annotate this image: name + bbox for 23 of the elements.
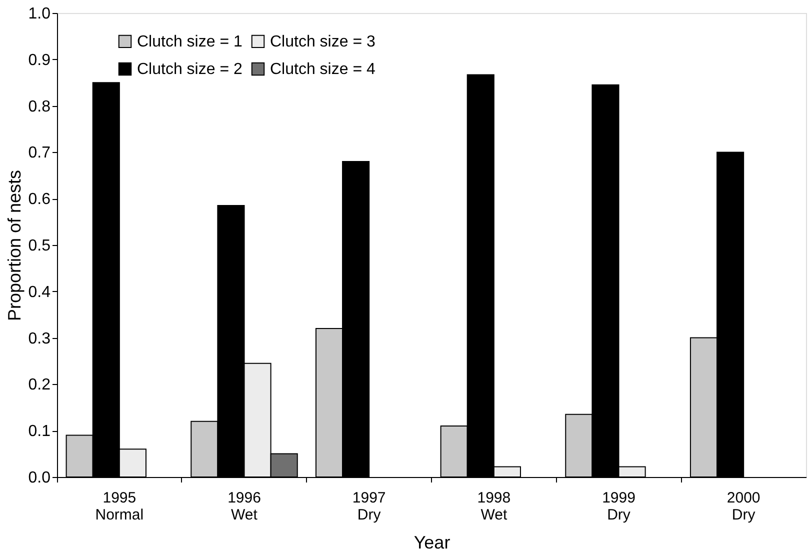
- y-tick-label: 0.2: [28, 376, 51, 394]
- y-tick-label: 0.7: [28, 144, 51, 162]
- y-tick-label: 0.8: [28, 98, 51, 116]
- y-axis-title: Proportion of nests: [4, 170, 24, 322]
- y-tick-label: 0.0: [28, 470, 51, 486]
- legend-label: Clutch size = 2: [137, 61, 242, 78]
- y-tick-label: 1.0: [28, 6, 51, 22]
- x-tick-label: 2000 Dry: [726, 490, 760, 524]
- x-axis-title: Year: [414, 532, 450, 552]
- x-tick-label: 1999 Dry: [602, 490, 636, 524]
- x-tick-label: 1997 Dry: [352, 490, 386, 524]
- x-tick-label: 1996 Wet: [228, 490, 261, 524]
- x-tick-label: 1998 Wet: [477, 490, 511, 524]
- y-tick-label: 0.5: [28, 238, 51, 254]
- legend-label: Clutch size = 4: [270, 61, 376, 78]
- legend-label: Clutch size = 3: [270, 33, 376, 50]
- y-tick-label: 0.4: [28, 284, 51, 301]
- x-tick-label: 1995 Normal: [95, 490, 144, 524]
- y-tick-label: 0.6: [28, 191, 51, 208]
- legend-label: Clutch size = 1: [137, 33, 242, 50]
- y-tick-label: 0.9: [28, 52, 51, 69]
- y-tick-label: 0.3: [28, 330, 51, 348]
- y-tick-label: 0.1: [28, 423, 51, 440]
